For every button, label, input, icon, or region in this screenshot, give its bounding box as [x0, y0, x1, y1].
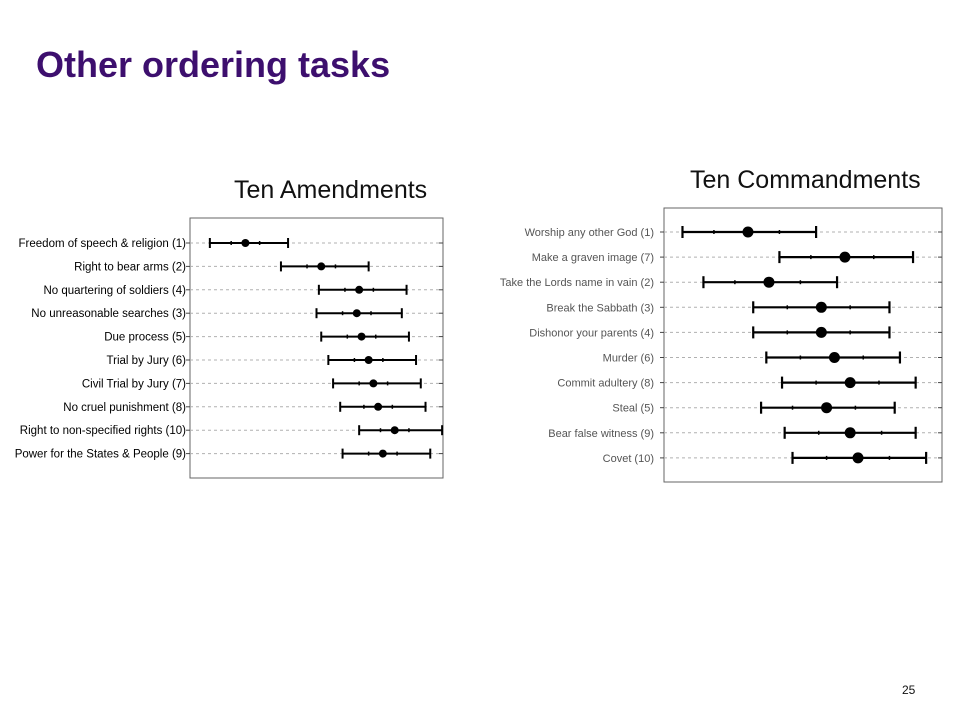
amend-mean-point	[355, 285, 364, 294]
chart-title-commandments: Ten Commandments	[690, 166, 921, 194]
amend-tick-label: Right to non-specified rights (10)	[20, 425, 186, 437]
amend-tick-label: Trial by Jury (6)	[107, 355, 187, 367]
amend-tick-label: Power for the States & People (9)	[15, 449, 186, 461]
amend-mean-point	[364, 356, 373, 364]
slide-title: Other ordering tasks	[36, 44, 391, 85]
amend-mean-point	[369, 379, 378, 388]
amend-tick-label: Civil Trial by Jury (7)	[82, 378, 186, 390]
chart-title-amendments: Ten Amendments	[234, 176, 428, 204]
amend-plot-frame	[189, 217, 444, 479]
amend-mean-point	[352, 309, 361, 318]
amend-tick-label: Due process (5)	[104, 332, 186, 344]
amend-mean-point	[357, 332, 366, 341]
amend-mean-point	[241, 239, 250, 247]
amend-tick-label: No unreasonable searches (3)	[31, 308, 186, 320]
page-number: 25	[902, 683, 916, 697]
amend-tick-label: Freedom of speech & religion (1)	[19, 238, 187, 250]
amend-mean-point	[378, 449, 387, 458]
amend-mean-point	[390, 426, 399, 435]
amend-mean-point	[317, 262, 326, 271]
amend-mean-point	[374, 402, 383, 411]
amend-tick-label: Right to bear arms (2)	[74, 261, 186, 273]
amend-tick-label: No quartering of soldiers (4)	[43, 285, 186, 297]
amend-tick-label: No cruel punishment (8)	[63, 402, 186, 414]
